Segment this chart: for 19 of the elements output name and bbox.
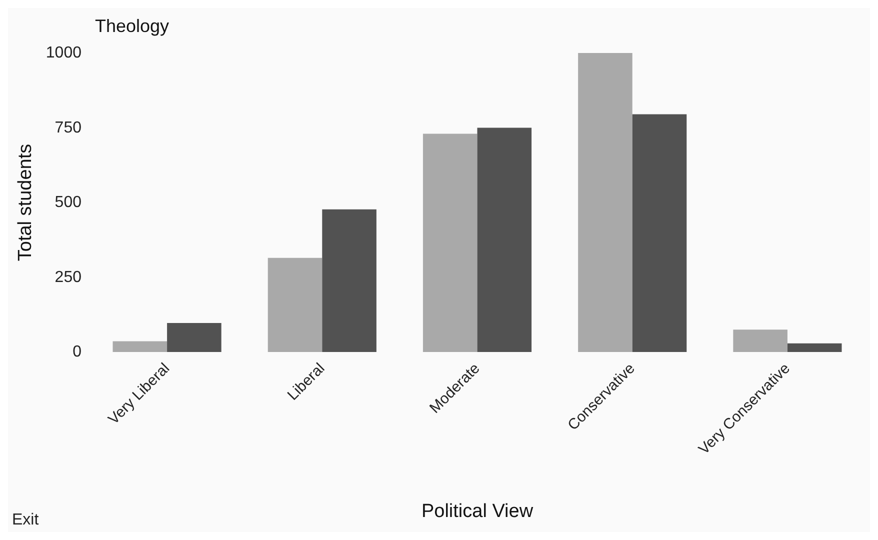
bar: [112, 341, 168, 352]
y-tick-label: 1000: [46, 44, 82, 62]
y-tick-label: 750: [54, 119, 82, 136]
y-axis-title: Total students: [15, 144, 36, 262]
bar: [578, 53, 632, 352]
text: Exit: [12, 512, 40, 528]
bar: [268, 258, 322, 352]
y-tick-label: 500: [54, 194, 82, 211]
bar: [167, 322, 222, 352]
bar: [632, 114, 687, 352]
bar: [733, 330, 788, 352]
bar: [787, 343, 842, 352]
y-tick-label: 0: [72, 344, 82, 360]
bar: [477, 128, 532, 352]
chart-title: Theology: [95, 16, 170, 36]
bar: [322, 209, 376, 352]
y-tick-label: 250: [54, 268, 82, 286]
x-axis-title: Political View: [421, 501, 534, 522]
bar: [422, 134, 478, 352]
